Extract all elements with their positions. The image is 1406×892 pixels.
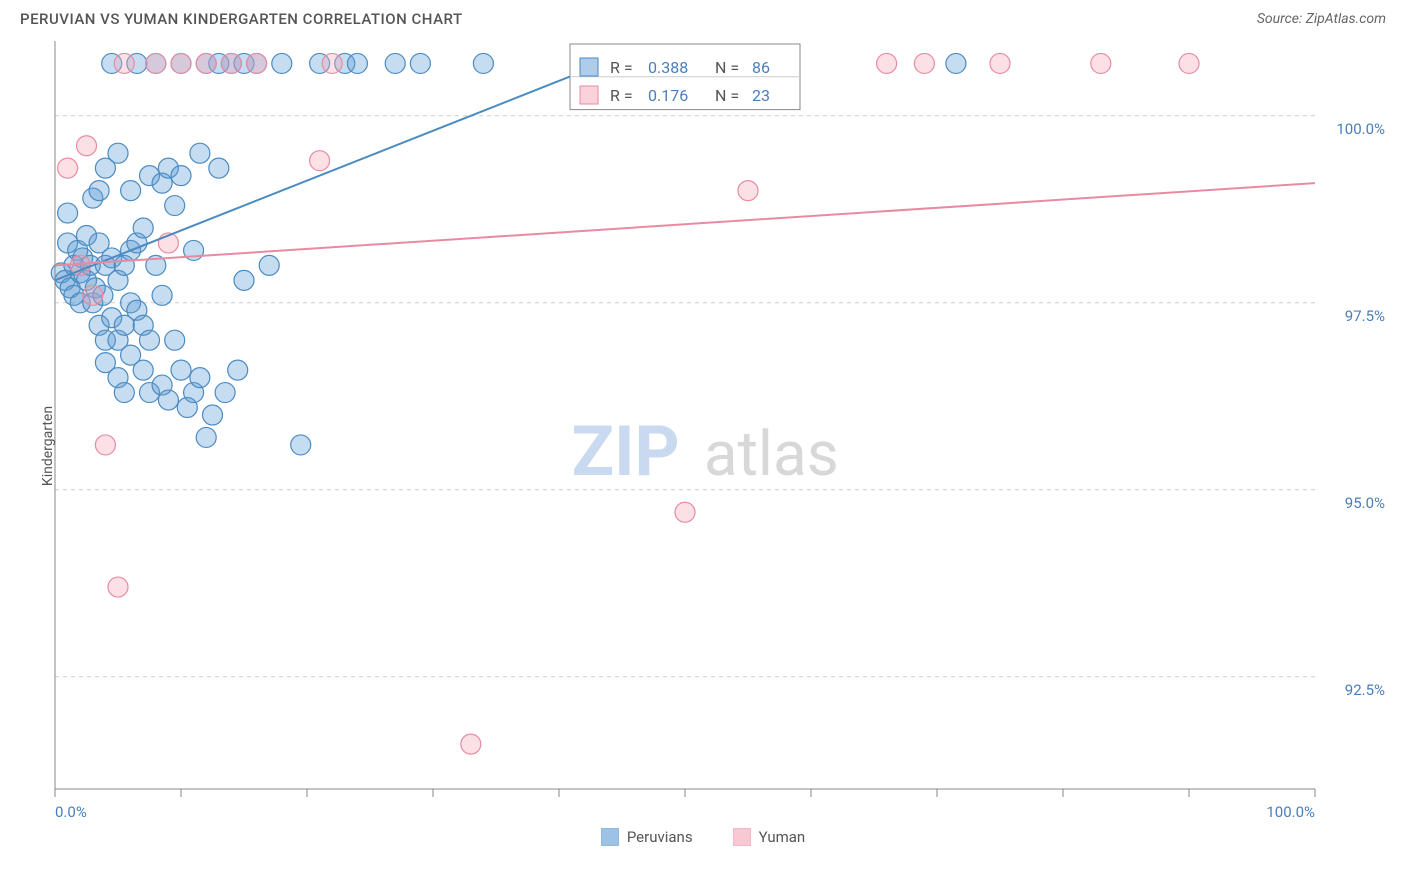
chart-container: Kindergarten 92.5% 95.0% 97.5% 100.0% ZIP atl… [0, 36, 1406, 856]
legend-swatch-yuman [733, 828, 751, 846]
svg-text:23: 23 [752, 86, 770, 105]
svg-text:R =: R = [610, 86, 633, 105]
svg-text:0.0%: 0.0% [55, 803, 87, 821]
svg-text:ZIP: ZIP [572, 411, 680, 493]
svg-text:100.0%: 100.0% [1336, 120, 1385, 138]
svg-text:0.388: 0.388 [648, 58, 688, 77]
legend-item-peruvians: Peruvians [601, 828, 693, 846]
svg-text:100.0%: 100.0% [1266, 803, 1315, 821]
svg-text:N =: N = [715, 86, 739, 105]
svg-text:86: 86 [752, 58, 770, 77]
svg-text:97.5%: 97.5% [1345, 307, 1385, 325]
scatter-chart: 92.5% 95.0% 97.5% 100.0% ZIP atlas 0.0% 100.0% R… [0, 36, 1406, 826]
svg-text:95.0%: 95.0% [1345, 494, 1385, 512]
bottom-legend: Peruvians Yuman [0, 822, 1406, 856]
svg-text:0.176: 0.176 [648, 86, 688, 105]
legend-swatch-peruvians [601, 828, 619, 846]
legend-item-yuman: Yuman [733, 828, 806, 846]
svg-text:R =: R = [610, 58, 633, 77]
source-label: Source: ZipAtlas.com [1257, 11, 1386, 27]
svg-text:atlas: atlas [704, 418, 839, 491]
legend-label-yuman: Yuman [759, 828, 806, 846]
chart-title: PERUVIAN VS YUMAN KINDERGARTEN CORRELATI… [20, 10, 463, 28]
y-axis-label: Kindergarten [40, 406, 56, 486]
header: PERUVIAN VS YUMAN KINDERGARTEN CORRELATI… [0, 0, 1406, 36]
legend-label-peruvians: Peruvians [627, 828, 693, 846]
svg-text:N =: N = [715, 58, 739, 77]
svg-text:92.5%: 92.5% [1345, 681, 1385, 699]
